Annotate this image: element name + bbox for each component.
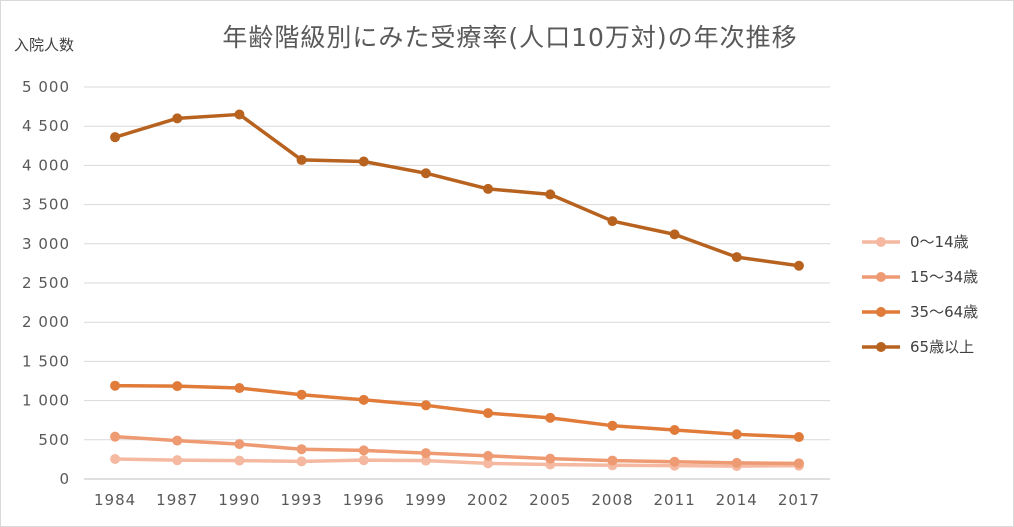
data-point	[669, 425, 680, 435]
data-point	[607, 216, 618, 227]
y-tick-label: 0	[59, 470, 70, 488]
data-point	[793, 260, 804, 271]
data-point	[793, 432, 804, 443]
data-point	[731, 429, 742, 440]
y-axis-label: 入院人数	[14, 36, 75, 54]
legend: 0～14歳 15～34歳 35～64歳 65歳以上	[858, 232, 1008, 372]
legend-item: 35～64歳	[858, 302, 1008, 337]
series-line-1	[113, 434, 801, 466]
legend-label: 15～34歳	[910, 268, 979, 286]
data-point	[545, 453, 556, 464]
data-point	[234, 455, 245, 466]
data-point	[110, 132, 121, 143]
data-point	[545, 189, 556, 200]
data-point	[172, 113, 183, 124]
x-tick-label: 1990	[218, 491, 260, 509]
x-tick-label: 2005	[529, 491, 571, 509]
data-point	[669, 456, 680, 467]
x-tick-label: 1987	[156, 491, 198, 509]
data-point	[483, 458, 494, 469]
data-point	[296, 456, 307, 467]
legend-swatch	[862, 237, 900, 247]
data-point	[669, 229, 680, 240]
y-tick-label: 1 000	[22, 392, 70, 410]
data-point	[358, 156, 369, 167]
data-point	[358, 445, 369, 456]
legend-item: 0～14歳	[858, 232, 1008, 267]
y-tick-label: 4 000	[22, 156, 70, 174]
y-tick-label: 1 500	[22, 352, 70, 370]
y-tick-label: 4 500	[22, 117, 70, 135]
legend-item: 15～34歳	[858, 267, 1008, 302]
legend-swatch	[862, 342, 900, 352]
data-point	[296, 154, 307, 165]
data-point	[234, 439, 245, 450]
y-tick-label: 3 500	[22, 196, 70, 214]
data-point	[296, 444, 307, 455]
y-tick-label: 500	[38, 431, 70, 449]
data-point	[420, 168, 431, 179]
data-point	[607, 455, 618, 466]
data-point	[110, 431, 121, 442]
data-point	[358, 394, 369, 405]
x-tick-label: 2008	[591, 491, 633, 509]
data-point	[731, 252, 742, 263]
x-tick-label: 2002	[467, 491, 509, 509]
legend-marker	[876, 237, 886, 247]
legend-marker	[876, 272, 886, 282]
legend-swatch	[862, 307, 900, 317]
series-line-3	[113, 112, 801, 268]
data-point	[420, 455, 431, 466]
data-point	[793, 458, 804, 469]
data-point	[483, 183, 494, 194]
data-point	[296, 389, 307, 400]
data-point	[234, 383, 245, 394]
x-tick-label: 1993	[280, 491, 322, 509]
legend-item: 65歳以上	[858, 337, 1008, 372]
legend-label: 0～14歳	[910, 233, 969, 251]
data-point	[172, 435, 183, 446]
data-point	[731, 457, 742, 468]
legend-marker	[876, 307, 886, 317]
legend-label: 35～64歳	[910, 303, 979, 321]
data-point	[172, 455, 183, 466]
y-tick-label: 5 000	[22, 78, 70, 96]
x-tick-label: 1996	[343, 491, 385, 509]
data-point	[110, 454, 121, 465]
data-point	[483, 408, 494, 419]
data-point	[483, 450, 494, 461]
x-tick-label: 2011	[653, 491, 695, 509]
data-point	[172, 381, 183, 392]
y-tick-label: 2 500	[22, 274, 70, 292]
x-tick-label: 1999	[405, 491, 447, 509]
series-line-0	[113, 457, 801, 468]
data-point	[420, 448, 431, 459]
data-point	[545, 412, 556, 423]
x-tick-label: 2017	[778, 491, 820, 509]
data-point	[420, 400, 431, 411]
legend-label: 65歳以上	[910, 338, 975, 356]
legend-swatch	[862, 272, 900, 282]
y-tick-label: 2 000	[22, 313, 70, 331]
chart-title: 年齢階級別にみた受療率(人口10万対)の年次推移	[222, 23, 798, 52]
series-line-2	[113, 383, 801, 439]
x-tick-label: 2014	[716, 491, 758, 509]
data-point	[234, 109, 245, 120]
data-point	[358, 455, 369, 466]
data-point	[607, 420, 618, 431]
y-tick-label: 3 000	[22, 235, 70, 253]
x-tick-label: 1984	[94, 491, 136, 509]
data-point	[110, 380, 121, 391]
legend-marker	[876, 342, 886, 352]
